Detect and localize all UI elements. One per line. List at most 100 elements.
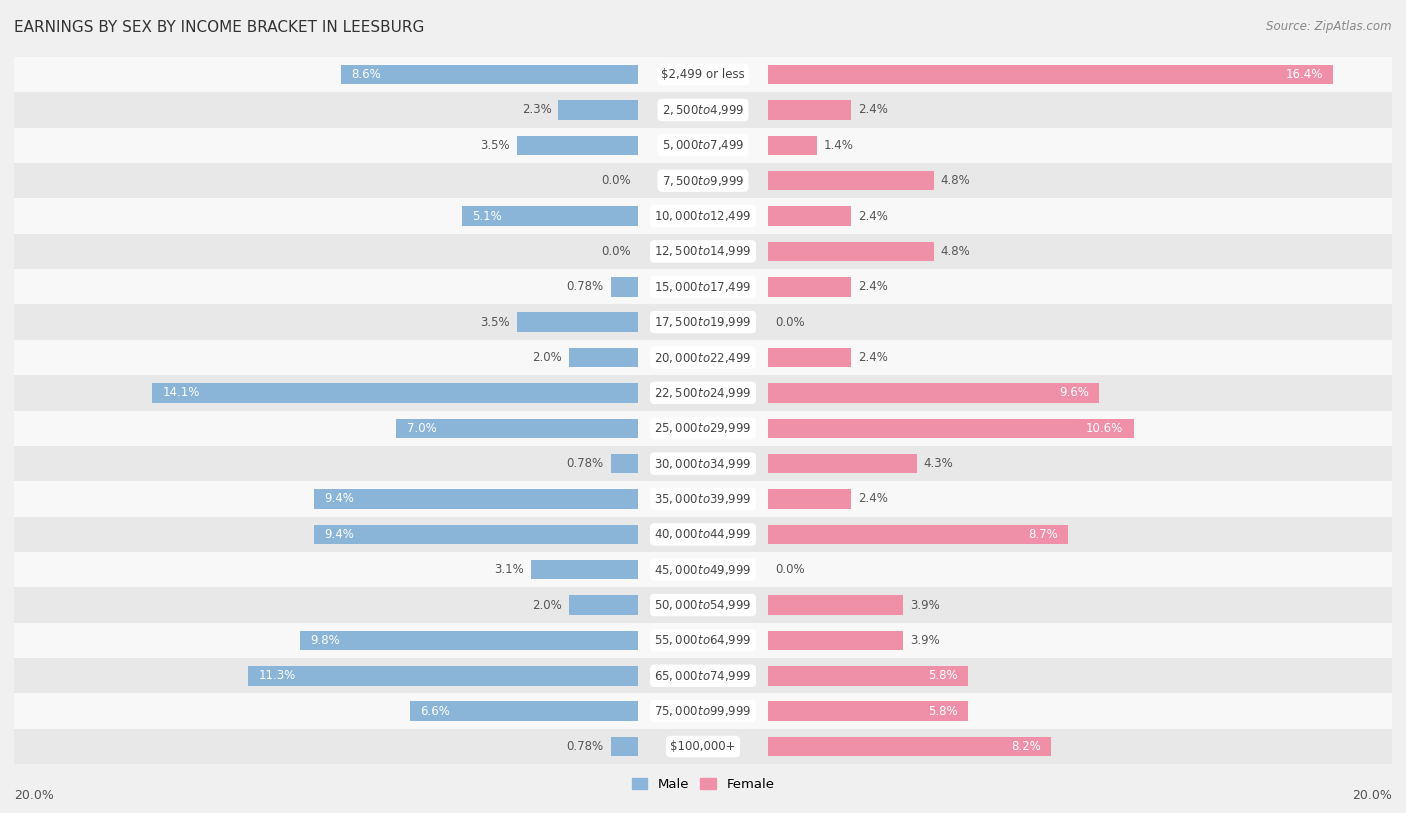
Text: 9.4%: 9.4% (323, 493, 354, 506)
Text: $75,000 to $99,999: $75,000 to $99,999 (654, 704, 752, 718)
Bar (517, 312, 637, 332)
Bar (14, 587, 1392, 623)
Text: 0.78%: 0.78% (567, 457, 603, 470)
Text: 16.4%: 16.4% (1285, 68, 1323, 81)
Text: 5.8%: 5.8% (928, 705, 957, 718)
Bar (610, 277, 637, 297)
Text: 2.0%: 2.0% (531, 351, 562, 364)
Bar (14, 659, 1392, 693)
Text: 6.6%: 6.6% (420, 705, 450, 718)
Bar (769, 348, 851, 367)
Text: $40,000 to $44,999: $40,000 to $44,999 (654, 528, 752, 541)
Bar (14, 729, 1392, 764)
Text: $2,499 or less: $2,499 or less (661, 68, 745, 81)
Legend: Male, Female: Male, Female (626, 773, 780, 797)
Text: 5.8%: 5.8% (928, 669, 957, 682)
Bar (769, 207, 851, 226)
Text: $30,000 to $34,999: $30,000 to $34,999 (654, 457, 752, 471)
Bar (14, 57, 1392, 92)
Bar (769, 383, 1099, 402)
Text: Source: ZipAtlas.com: Source: ZipAtlas.com (1267, 20, 1392, 33)
Bar (568, 595, 637, 615)
Text: 2.4%: 2.4% (858, 210, 887, 223)
Bar (14, 693, 1392, 729)
Bar (314, 489, 637, 509)
Text: 3.9%: 3.9% (910, 598, 939, 611)
Bar (14, 269, 1392, 304)
Text: $12,500 to $14,999: $12,500 to $14,999 (654, 245, 752, 259)
Text: 14.1%: 14.1% (162, 386, 200, 399)
Text: 2.4%: 2.4% (858, 351, 887, 364)
Bar (14, 128, 1392, 163)
Text: $35,000 to $39,999: $35,000 to $39,999 (654, 492, 752, 506)
Text: 2.3%: 2.3% (522, 103, 551, 116)
Bar (769, 171, 934, 190)
Bar (531, 560, 637, 580)
Text: $7,500 to $9,999: $7,500 to $9,999 (662, 174, 744, 188)
Bar (769, 737, 1050, 756)
Bar (769, 100, 851, 120)
Bar (14, 92, 1392, 128)
Text: 2.0%: 2.0% (531, 598, 562, 611)
Text: 0.78%: 0.78% (567, 740, 603, 753)
Bar (14, 233, 1392, 269)
Text: 0.0%: 0.0% (775, 315, 806, 328)
Text: 8.2%: 8.2% (1011, 740, 1040, 753)
Bar (14, 446, 1392, 481)
Text: 9.6%: 9.6% (1059, 386, 1088, 399)
Text: $10,000 to $12,499: $10,000 to $12,499 (654, 209, 752, 223)
Bar (14, 340, 1392, 375)
Text: 0.78%: 0.78% (567, 280, 603, 293)
Text: 0.0%: 0.0% (600, 174, 631, 187)
Bar (769, 419, 1133, 438)
Text: 2.4%: 2.4% (858, 280, 887, 293)
Bar (14, 375, 1392, 411)
Bar (558, 100, 637, 120)
Bar (299, 631, 637, 650)
Bar (610, 737, 637, 756)
Text: 8.7%: 8.7% (1028, 528, 1057, 541)
Text: 3.1%: 3.1% (494, 563, 524, 576)
Bar (769, 136, 817, 155)
Bar (610, 454, 637, 473)
Text: 3.9%: 3.9% (910, 634, 939, 647)
Text: 9.8%: 9.8% (311, 634, 340, 647)
Bar (769, 241, 934, 261)
Text: EARNINGS BY SEX BY INCOME BRACKET IN LEESBURG: EARNINGS BY SEX BY INCOME BRACKET IN LEE… (14, 20, 425, 35)
Text: 9.4%: 9.4% (323, 528, 354, 541)
Text: $25,000 to $29,999: $25,000 to $29,999 (654, 421, 752, 435)
Bar (769, 524, 1069, 544)
Text: 0.0%: 0.0% (600, 245, 631, 258)
Bar (517, 136, 637, 155)
Text: $45,000 to $49,999: $45,000 to $49,999 (654, 563, 752, 576)
Text: $22,500 to $24,999: $22,500 to $24,999 (654, 386, 752, 400)
Bar (568, 348, 637, 367)
Bar (769, 595, 903, 615)
Bar (769, 277, 851, 297)
Text: $100,000+: $100,000+ (671, 740, 735, 753)
Text: 10.6%: 10.6% (1085, 422, 1123, 435)
Text: 4.3%: 4.3% (924, 457, 953, 470)
Text: 2.4%: 2.4% (858, 493, 887, 506)
Bar (14, 198, 1392, 233)
Text: 3.5%: 3.5% (481, 139, 510, 152)
Bar (396, 419, 637, 438)
Text: 1.4%: 1.4% (824, 139, 853, 152)
Text: $15,000 to $17,499: $15,000 to $17,499 (654, 280, 752, 293)
Bar (461, 207, 637, 226)
Bar (14, 481, 1392, 517)
Bar (769, 489, 851, 509)
Text: $5,000 to $7,499: $5,000 to $7,499 (662, 138, 744, 152)
Text: $65,000 to $74,999: $65,000 to $74,999 (654, 669, 752, 683)
Text: 4.8%: 4.8% (941, 174, 970, 187)
Bar (14, 623, 1392, 658)
Text: 20.0%: 20.0% (1353, 789, 1392, 802)
Bar (769, 631, 903, 650)
Bar (411, 702, 637, 721)
Text: $20,000 to $22,499: $20,000 to $22,499 (654, 350, 752, 364)
Text: 7.0%: 7.0% (406, 422, 436, 435)
Text: 0.0%: 0.0% (775, 563, 806, 576)
Bar (769, 65, 1333, 85)
Text: 8.6%: 8.6% (352, 68, 381, 81)
Bar (14, 163, 1392, 198)
